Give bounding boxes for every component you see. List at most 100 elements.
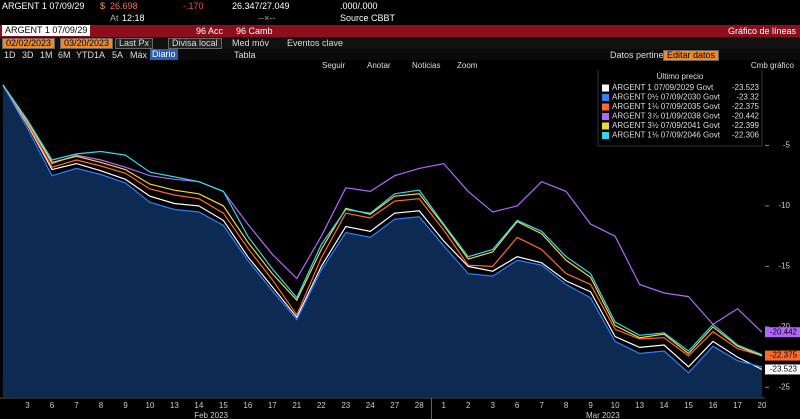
time: 12:18 xyxy=(122,13,145,23)
quote-bar: ARGENT 1 07/09/29 $ 26.698 -.170 26.347/… xyxy=(0,0,800,12)
y-tick-label: -10 xyxy=(778,201,790,210)
currency: $ xyxy=(100,1,106,11)
key-events[interactable]: Eventos clave xyxy=(287,38,344,48)
end-label: -22.375 xyxy=(770,351,798,360)
x-tick-label: 9 xyxy=(123,401,128,410)
x-tick-label: 8 xyxy=(99,401,104,410)
currency-mode[interactable]: Divisa local xyxy=(168,38,222,49)
x-tick-label: 16 xyxy=(243,401,252,410)
x-tick-label: 15 xyxy=(219,401,228,410)
tool-button[interactable]: Zoom xyxy=(457,61,478,70)
range-bar: Diario Tabla Datos pertinent Editar dato… xyxy=(0,49,800,61)
series-line xyxy=(2,84,763,357)
x-tick-label: 20 xyxy=(758,401,767,410)
end-label: -20.442 xyxy=(770,327,798,336)
price: 26.698 xyxy=(110,1,138,11)
x-tick-label: 3 xyxy=(25,401,30,410)
x-tick-label: 8 xyxy=(564,401,569,410)
range-button[interactable]: 1D xyxy=(4,50,16,60)
end-label: -23.523 xyxy=(770,365,798,374)
security-input[interactable]: ARGENT 1 07/09/29 xyxy=(2,25,91,36)
x-tick-label: 14 xyxy=(660,401,669,410)
x-tick-label: 21 xyxy=(292,401,301,410)
legend-label: ARGENT 3⅞ 01/09/2038 Govt xyxy=(612,112,721,121)
tool-button[interactable]: Seguir xyxy=(322,61,346,70)
y-tick-label: -15 xyxy=(778,261,790,270)
series-line xyxy=(2,84,763,371)
x-tick-label: 6 xyxy=(515,401,520,410)
legend-label: ARGENT 1⅛ 07/09/2035 Govt xyxy=(612,102,721,111)
info-bar: At 12:18 --×-- Source CBBT xyxy=(0,12,800,25)
x-tick-label: 9 xyxy=(588,401,593,410)
tool-bar: Cmb gráfico Seguir Anotar Noticias Zoom xyxy=(0,60,800,71)
change: -.170 xyxy=(183,1,204,11)
x-tick-label: 22 xyxy=(317,401,326,410)
tool-button[interactable]: Anotar xyxy=(367,61,391,70)
size: --×-- xyxy=(258,13,276,23)
x-tick-label: 24 xyxy=(366,401,375,410)
ticker: ARGENT 1 07/09/29 xyxy=(2,1,85,11)
legend-swatch xyxy=(602,84,609,92)
x-tick-label: 23 xyxy=(341,401,350,410)
start-date[interactable]: 02/02/2023 xyxy=(2,38,56,49)
end-label-box xyxy=(765,327,800,338)
range-button[interactable]: 1A xyxy=(94,50,106,60)
x-tick-label: 3 xyxy=(490,401,495,410)
x-tick-label: 6 xyxy=(50,401,55,410)
end-label-box xyxy=(765,364,800,375)
legend-value: -22.375 xyxy=(732,102,760,111)
legend-title: Normalizado al 02/02/2023 xyxy=(632,70,728,72)
x-tick-label: 7 xyxy=(539,401,544,410)
x-tick-label: 2 xyxy=(466,401,471,410)
settings-bar: 02/02/2023 03/20/2023 Last Px Divisa loc… xyxy=(0,37,800,49)
view-title: Gráfico de líneas xyxy=(727,26,796,36)
legend-box xyxy=(597,70,763,147)
x-tick-label: 15 xyxy=(684,401,693,410)
tool-button[interactable]: Noticias xyxy=(412,61,441,70)
range-button[interactable]: 3D xyxy=(22,50,34,60)
x-tick-label: 10 xyxy=(611,401,620,410)
range-button[interactable]: 6M xyxy=(58,50,71,60)
field[interactable]: Last Px xyxy=(115,38,154,49)
series-line xyxy=(2,84,763,333)
action-button[interactable]: 96 Acc xyxy=(196,26,224,36)
time-prefix: At xyxy=(110,13,119,23)
series-line xyxy=(2,84,763,356)
range-button[interactable]: 1M xyxy=(40,50,53,60)
legend-swatch xyxy=(602,113,609,120)
legend-value: -22.306 xyxy=(732,131,760,140)
yield-bid-ask: .000/.000 xyxy=(340,1,378,11)
range-button[interactable]: 5A xyxy=(112,50,124,60)
x-tick-label: 17 xyxy=(268,401,277,410)
y-tick-label: -20 xyxy=(778,322,790,331)
x-tick-label: 13 xyxy=(635,401,644,410)
x-tick-label: 1 xyxy=(441,401,446,410)
moving-avg[interactable]: Med móv xyxy=(232,38,270,48)
x-tick-label: 7 xyxy=(74,401,79,410)
range-button[interactable]: Máx xyxy=(130,50,148,60)
y-tick-label: -25 xyxy=(778,382,790,391)
edit-data[interactable]: Editar datos xyxy=(663,50,720,61)
x-tick-label: 28 xyxy=(415,401,424,410)
chart-change[interactable]: Cmb gráfico xyxy=(750,61,794,70)
range-button[interactable]: YTD xyxy=(76,50,94,60)
legend-value: -20.442 xyxy=(732,112,760,121)
legend-label: ARGENT 1 07/09/2029 Govt xyxy=(612,83,714,92)
chart: -5-10-15-20-253 6 7 8 9 10 13 14 15 16 17 21 22 23 24 2… xyxy=(0,70,800,419)
legend-label: ARGENT 0½ 07/09/2030 Govt xyxy=(612,93,721,102)
end-label-box xyxy=(765,350,800,361)
legend-swatch xyxy=(602,103,609,111)
change-button[interactable]: 96 Camb xyxy=(236,26,273,36)
x-tick-label: 16 xyxy=(709,401,718,410)
legend-value: -23.32 xyxy=(736,93,759,102)
end-date[interactable]: 03/20/2023 xyxy=(60,38,114,49)
related-data[interactable]: Datos pertinent xyxy=(610,50,672,60)
bid-ask: 26.347/27.049 xyxy=(232,1,290,11)
x-tick-label: 14 xyxy=(194,401,203,410)
legend-swatch xyxy=(602,94,609,101)
frequency[interactable]: Diario xyxy=(150,49,178,60)
x-tick-label: 13 xyxy=(170,401,179,410)
table-button[interactable]: Tabla xyxy=(234,50,256,60)
x-tick-label: 17 xyxy=(733,401,742,410)
